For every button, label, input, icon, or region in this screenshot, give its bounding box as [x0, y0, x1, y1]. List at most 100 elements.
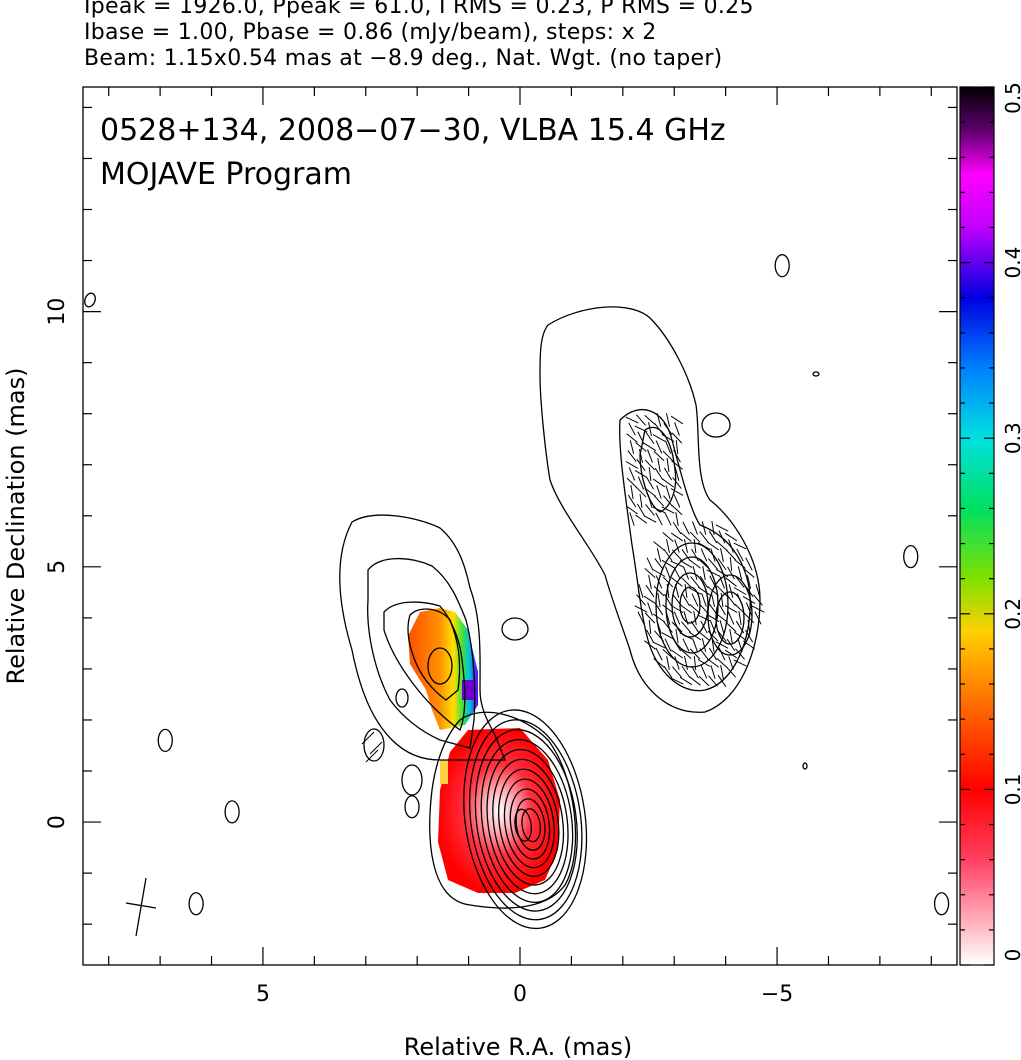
evpa-vector: [639, 493, 643, 509]
evpa-vector: [680, 604, 692, 614]
evpa-vector: [656, 620, 662, 634]
evpa-vector: [711, 637, 715, 653]
polarization-edge-pixels: [440, 760, 448, 784]
evpa-vector: [747, 619, 751, 635]
noise-island: [812, 371, 820, 377]
evpa-vector: [665, 485, 671, 499]
evpa-vector: [661, 632, 675, 640]
evpa-vector: [682, 638, 690, 652]
evpa-vector: [720, 548, 724, 562]
evpa-vector: [724, 532, 738, 542]
outer-jet-contour: [701, 412, 731, 438]
evpa-vector: [744, 585, 754, 597]
evpa-vector: [662, 478, 674, 488]
evpa-vector: [625, 416, 639, 424]
evpa-vector: [674, 584, 680, 598]
evpa-vector: [675, 629, 679, 643]
evpa-vector: [697, 614, 711, 622]
evpa-vector: [716, 585, 728, 597]
evpa-vector: [707, 658, 719, 668]
colorbar-frame: [959, 86, 995, 966]
evpa-vector: [635, 514, 647, 524]
colorbar-tick-label: 0.3: [1001, 422, 1021, 454]
evpa-vector: [745, 602, 753, 616]
evpa-vector: [645, 431, 655, 445]
evpa-vector: [692, 638, 698, 652]
program-annotation: MOJAVE Program: [100, 157, 352, 192]
evpa-vector: [647, 494, 653, 508]
evpa-vector: [644, 487, 656, 497]
evpa-vector: [670, 605, 684, 613]
evpa-vector: [725, 577, 737, 587]
evpa-vector: [693, 538, 697, 554]
evpa-vector: [711, 521, 715, 535]
evpa-vector: [699, 648, 709, 660]
evpa-vector: [688, 587, 702, 595]
axis-tick-labels: 5 0 −5 0 5 10: [45, 298, 793, 1007]
polarization-vectors: [361, 413, 765, 763]
evpa-vector: [663, 621, 673, 633]
evpa-vector: [700, 548, 708, 562]
evpa-vector: [736, 593, 744, 607]
evpa-vector: [691, 665, 699, 679]
evpa-vector: [706, 569, 720, 577]
evpa-vector: [709, 575, 717, 589]
evpa-vector: [361, 731, 375, 745]
header-line-2: Ibase = 1.00, Pbase = 0.86 (mJy/beam), s…: [84, 20, 657, 45]
evpa-vector: [662, 648, 674, 660]
evpa-vector: [689, 559, 701, 569]
core-contour: [474, 729, 578, 912]
evpa-vector: [727, 566, 735, 580]
evpa-vector: [655, 575, 663, 589]
evpa-vector: [690, 620, 700, 634]
evpa-vector: [708, 675, 718, 687]
evpa-vector: [636, 594, 646, 606]
evpa-vector: [662, 450, 674, 462]
evpa-vector: [720, 592, 724, 608]
evpa-vector: [625, 461, 639, 469]
evpa-vector: [698, 675, 710, 687]
evpa-vector: [746, 575, 752, 589]
evpa-vector: [656, 413, 662, 427]
noise-island: [188, 892, 204, 916]
evpa-vector: [729, 629, 733, 643]
evpa-vector: [656, 485, 662, 499]
y-tick-label: 10: [45, 298, 70, 326]
y-tick-label: 5: [45, 560, 70, 574]
evpa-vector: [663, 467, 673, 481]
evpa-vector: [724, 605, 738, 613]
evpa-vector: [718, 530, 726, 544]
evpa-vector: [634, 469, 648, 479]
evpa-vector: [729, 556, 733, 572]
evpa-vector: [648, 422, 652, 436]
evpa-vector: [654, 630, 664, 642]
evpa-vector: [636, 503, 646, 517]
evpa-vector: [692, 566, 698, 580]
evpa-vector: [653, 495, 665, 507]
evpa-vector: [689, 603, 701, 615]
x-tick-label: −5: [761, 982, 793, 1007]
header-line-1: Ipeak = 1926.0, Ppeak = 61.0, I RMS = 0.…: [84, 0, 754, 19]
evpa-vector: [726, 594, 736, 606]
evpa-vector: [679, 676, 693, 686]
evpa-vector: [670, 532, 684, 542]
evpa-vector: [728, 539, 734, 553]
core-contour: [463, 709, 588, 930]
evpa-vector: [626, 433, 638, 443]
evpa-vector: [634, 425, 648, 433]
jet-contour: [501, 617, 529, 641]
evpa-vector: [751, 605, 765, 613]
evpa-vector: [708, 603, 718, 615]
evpa-vector: [736, 548, 744, 562]
colorbar-ticks: [960, 86, 994, 966]
evpa-vector: [689, 531, 701, 543]
evpa-vector: [638, 449, 644, 463]
evpa-vector: [680, 532, 692, 542]
colorbar-tick-label: 0.1: [1001, 773, 1021, 805]
evpa-vector: [717, 674, 727, 688]
outer-jet-contour: [639, 426, 677, 513]
evpa-vector: [715, 524, 729, 532]
evpa-vector: [734, 559, 746, 569]
evpa-vector: [689, 648, 701, 660]
evpa-vector: [718, 647, 726, 661]
